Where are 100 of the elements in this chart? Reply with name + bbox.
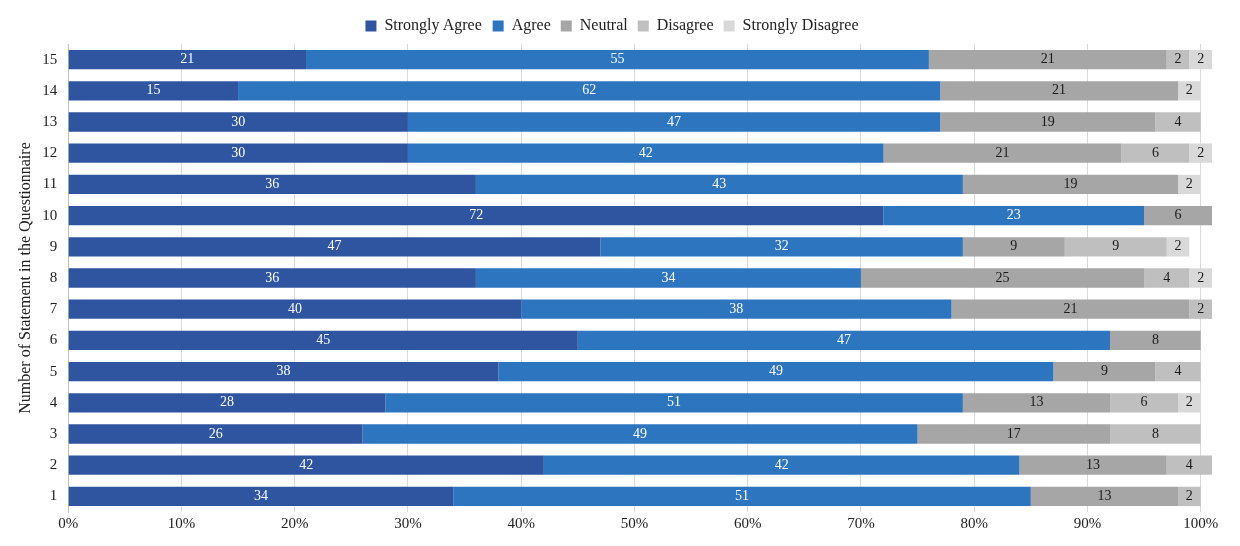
- bar: [68, 393, 386, 413]
- data-label: 4: [1185, 456, 1193, 472]
- bar: [1166, 455, 1212, 475]
- legend-label: Strongly Agree: [384, 16, 482, 35]
- data-label: 9: [1100, 363, 1108, 379]
- bar: [543, 455, 1020, 475]
- bar: [1144, 268, 1190, 288]
- data-label: 21: [995, 144, 1010, 160]
- data-label: 2: [1197, 300, 1205, 316]
- y-tick-label: 4: [49, 393, 58, 410]
- bar: [68, 424, 363, 444]
- y-tick-label: 1: [49, 487, 58, 504]
- data-label: 6: [1151, 144, 1159, 160]
- bar: [1019, 455, 1167, 475]
- data-label: 47: [327, 238, 342, 254]
- data-label: 9: [1112, 238, 1120, 254]
- data-label: 2: [1197, 144, 1205, 160]
- data-label: 23: [1006, 207, 1021, 223]
- data-label: 21: [180, 51, 195, 67]
- data-label: 21: [1063, 300, 1078, 316]
- bar: [1110, 393, 1179, 413]
- y-tick-label: 15: [42, 50, 58, 67]
- y-tick-label: 3: [49, 424, 58, 441]
- x-tick-label: 70%: [847, 514, 875, 531]
- data-label: 2: [1197, 51, 1205, 67]
- data-label: 72: [469, 207, 484, 223]
- bar: [385, 393, 963, 413]
- data-label: 2: [1197, 269, 1205, 285]
- bar: [1144, 205, 1212, 226]
- data-label: 34: [661, 269, 676, 285]
- data-label: 15: [146, 82, 161, 98]
- data-label: 13: [1086, 456, 1101, 472]
- data-label: 4: [1174, 363, 1182, 379]
- data-label: 2: [1185, 394, 1193, 410]
- data-label: 17: [1006, 425, 1021, 441]
- data-label: 6: [1174, 207, 1182, 223]
- bar: [407, 143, 884, 163]
- data-label: 42: [638, 144, 653, 160]
- x-tick-label: 80%: [960, 514, 988, 531]
- bar: [951, 299, 1190, 319]
- data-label: 45: [316, 332, 331, 348]
- bar: [68, 49, 307, 70]
- bar: [1189, 299, 1212, 319]
- bar: [1155, 112, 1201, 132]
- bar: [475, 268, 861, 288]
- data-label: 2: [1185, 488, 1193, 504]
- bar: [498, 361, 1054, 382]
- y-tick-label: 12: [42, 144, 58, 161]
- bar: [407, 112, 941, 132]
- y-tick-label: 14: [42, 81, 58, 98]
- bar: [68, 330, 578, 351]
- y-tick-label: 13: [42, 112, 58, 129]
- bar: [940, 112, 1156, 132]
- y-tick-label: 11: [42, 175, 58, 192]
- bar: [453, 486, 1031, 507]
- bar: [68, 174, 476, 195]
- data-label: 40: [287, 300, 302, 316]
- x-tick-label: 60%: [733, 514, 762, 531]
- data-label: 6: [1140, 394, 1148, 410]
- data-label: 34: [253, 488, 268, 504]
- bar: [68, 455, 544, 475]
- data-label: 55: [610, 51, 625, 67]
- bar: [68, 299, 522, 319]
- x-tick-label: 40%: [507, 514, 535, 531]
- bar: [238, 81, 941, 101]
- bar: [600, 237, 963, 257]
- data-label: 30: [231, 113, 246, 129]
- y-tick-label: 5: [49, 362, 58, 379]
- data-label: 49: [769, 363, 783, 379]
- x-tick-label: 90%: [1073, 514, 1102, 531]
- bar: [362, 424, 918, 444]
- y-tick-label: 8: [49, 268, 58, 285]
- bar: [68, 205, 884, 226]
- data-label: 38: [729, 300, 744, 316]
- bar: [1030, 486, 1179, 507]
- data-label: 36: [265, 269, 280, 285]
- bar: [68, 237, 601, 257]
- data-label: 9: [1010, 238, 1018, 254]
- data-label: 30: [231, 144, 246, 160]
- data-label: 38: [276, 363, 291, 379]
- data-label: 13: [1097, 488, 1112, 504]
- data-label: 21: [1052, 82, 1067, 98]
- data-label: 25: [995, 269, 1010, 285]
- data-label: 42: [299, 456, 314, 472]
- data-label: 26: [208, 425, 223, 441]
- y-tick-label: 2: [49, 456, 58, 473]
- bar: [1053, 361, 1156, 382]
- bar: [928, 49, 1167, 70]
- legend-label: Strongly Disagree: [742, 16, 859, 35]
- data-label: 2: [1174, 238, 1182, 254]
- bar: [883, 205, 1145, 226]
- bar: [475, 174, 963, 195]
- data-label: 51: [667, 394, 682, 410]
- x-tick-label: 100%: [1183, 514, 1219, 531]
- data-label: 2: [1174, 51, 1182, 67]
- data-label: 28: [220, 394, 234, 410]
- bar: [962, 237, 1065, 257]
- bar: [68, 268, 476, 288]
- bar: [68, 143, 408, 163]
- bar: [68, 112, 408, 132]
